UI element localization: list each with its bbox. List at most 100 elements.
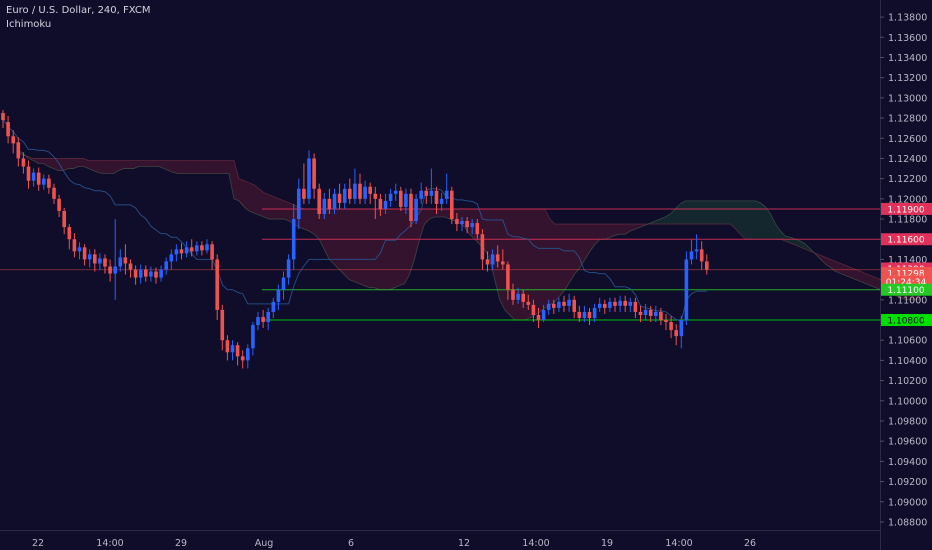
candle-body — [276, 289, 281, 302]
candle-body — [297, 188, 301, 220]
candle-body — [322, 198, 327, 214]
cloud-segment — [344, 208, 350, 280]
cloud-segment — [865, 273, 871, 286]
candle-body — [42, 178, 46, 185]
cloud-segment — [208, 160, 214, 174]
price-tick-label: 1.09000 — [888, 497, 927, 508]
candle-body — [210, 244, 214, 260]
candle-body — [118, 257, 123, 267]
cloud-segment — [855, 269, 861, 282]
cloud-segment — [590, 224, 596, 252]
cloud-segment — [168, 160, 174, 173]
time-tick-label: Aug — [255, 538, 274, 549]
price-tag-box — [881, 233, 932, 246]
candle-body — [552, 303, 556, 308]
candle-body — [424, 190, 429, 196]
candle-body — [98, 258, 102, 264]
cloud-segment — [163, 160, 169, 171]
candle-body — [205, 244, 209, 251]
candle-body — [648, 309, 653, 316]
candle-body — [261, 316, 265, 323]
price-tick-label: 1.12800 — [888, 114, 927, 125]
candle-body — [699, 249, 704, 262]
price-tag-box — [881, 314, 932, 327]
cloud-segment — [98, 160, 104, 174]
price-tick-label: 1.09600 — [888, 437, 927, 448]
candle-body — [246, 348, 250, 361]
cloud-segment — [559, 224, 565, 296]
candle-body — [434, 190, 439, 204]
candle-body — [271, 301, 276, 312]
candle-body — [6, 122, 10, 137]
candle-body — [195, 245, 199, 252]
candle-body — [93, 254, 97, 264]
cloud-segment — [725, 200, 731, 225]
price-tag-label: 01:24:34 — [886, 278, 927, 288]
cloud-segment — [38, 158, 44, 164]
price-axis[interactable]: 1.13800 1.13600 1.13400 1.13200 1.13000 1.128… — [880, 13, 927, 529]
cloud-segment — [394, 208, 400, 288]
cloud-segment — [820, 255, 826, 265]
time-axis[interactable]: 22 14:00 29 Aug 6 12 14:00 19 14:00 26 — [32, 538, 756, 549]
cloud-segment — [384, 208, 390, 290]
candle-body — [664, 320, 668, 323]
price-tick-label: 1.12200 — [888, 174, 927, 185]
candle-body — [674, 330, 678, 337]
candle-body — [562, 301, 566, 306]
cloud-segment — [153, 160, 159, 167]
cloud-segment — [259, 188, 265, 218]
candle-body — [164, 261, 168, 270]
cloud-segment — [434, 208, 440, 218]
candle-body — [516, 293, 520, 300]
candle-body — [154, 271, 158, 278]
cloud-segment — [264, 192, 270, 220]
price-tag-box — [881, 283, 932, 296]
candle-body — [230, 345, 235, 353]
candle-body — [388, 193, 393, 201]
candle-body — [577, 311, 582, 318]
price-tick-label: 1.10400 — [888, 356, 927, 367]
cloud-segment — [33, 158, 39, 164]
cloud-segment — [324, 208, 330, 260]
candle-body — [404, 193, 408, 207]
cloud-segment — [549, 219, 555, 305]
cloud-segment — [655, 219, 661, 225]
cloud-segment — [705, 200, 711, 225]
cloud-segment — [43, 158, 49, 167]
candle-body — [378, 198, 383, 209]
candle-body — [358, 183, 362, 199]
cloud-segment — [359, 208, 365, 286]
indicator-label[interactable]: Ichimoku — [6, 19, 52, 30]
symbol-title[interactable]: Euro / U.S. Dollar, 240, FXCM — [6, 5, 151, 16]
price-tick-label: 1.13400 — [888, 53, 927, 64]
cloud-segment — [579, 224, 585, 268]
cloud-segment — [845, 265, 851, 278]
price-tick-label: 1.09800 — [888, 416, 927, 427]
kijun-line — [2, 118, 707, 322]
candle-body — [679, 320, 684, 337]
cloud-segment — [93, 160, 99, 173]
candle-body — [506, 264, 510, 290]
cloud-segment — [28, 156, 34, 161]
candle-body — [414, 198, 418, 222]
cloud-segment — [374, 208, 380, 290]
cloud-segment — [73, 158, 79, 169]
cloud-segment — [223, 160, 229, 174]
candle-body — [419, 190, 423, 199]
cloud-segment — [514, 208, 520, 321]
price-tick-label: 1.11000 — [888, 295, 927, 306]
candle-body — [21, 158, 26, 167]
cloud-segment — [539, 208, 545, 312]
cloud-segment — [529, 208, 535, 318]
cloud-segment — [118, 160, 124, 171]
cloud-segment — [284, 200, 290, 222]
candle-body — [342, 188, 347, 203]
candle-body — [429, 190, 434, 196]
candle-body — [536, 314, 541, 321]
price-tick-label: 1.10000 — [888, 396, 927, 407]
cloud-segment — [228, 160, 234, 199]
candle-body — [47, 178, 51, 188]
candle-body — [501, 261, 505, 265]
candle-body — [705, 261, 709, 270]
